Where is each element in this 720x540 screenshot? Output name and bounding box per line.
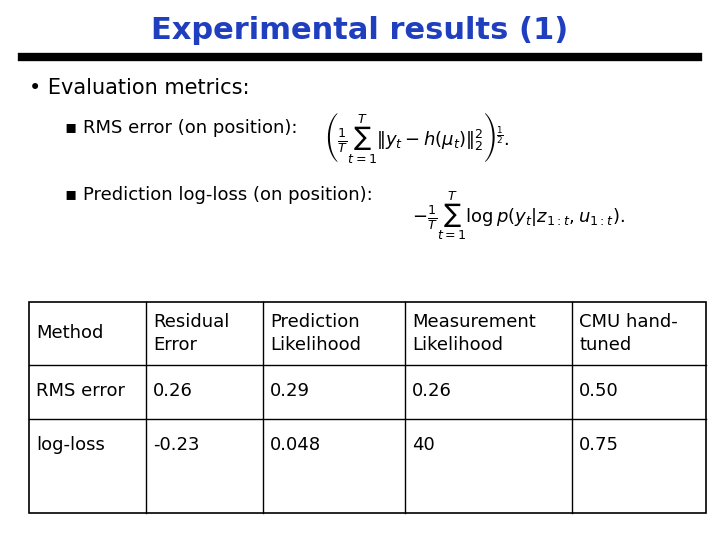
Text: Experimental results (1): Experimental results (1): [151, 16, 569, 45]
Text: 0.29: 0.29: [270, 382, 310, 401]
Text: log-loss: log-loss: [36, 436, 105, 455]
Text: Measurement
Likelihood: Measurement Likelihood: [412, 313, 536, 354]
Text: Prediction
Likelihood: Prediction Likelihood: [270, 313, 361, 354]
Text: RMS error: RMS error: [36, 382, 125, 401]
Text: ▪ RMS error (on position):: ▪ RMS error (on position):: [65, 119, 297, 137]
Text: CMU hand-
tuned: CMU hand- tuned: [579, 313, 678, 354]
Text: $\left(\frac{1}{T}\sum_{t=1}^{T}\|y_t - h(\mu_t)\|_2^2\right)^{\frac{1}{2}}.$: $\left(\frac{1}{T}\sum_{t=1}^{T}\|y_t - …: [325, 111, 510, 166]
Text: -0.23: -0.23: [153, 436, 199, 455]
Text: 0.26: 0.26: [153, 382, 193, 401]
FancyBboxPatch shape: [29, 302, 706, 513]
Text: 0.50: 0.50: [579, 382, 619, 401]
Text: 0.75: 0.75: [579, 436, 619, 455]
Text: ▪ Prediction log-loss (on position):: ▪ Prediction log-loss (on position):: [65, 186, 372, 204]
Text: 0.048: 0.048: [270, 436, 321, 455]
Text: $-\frac{1}{T}\sum_{t=1}^{T}\log p(y_t|z_{1:t}, u_{1:t}).$: $-\frac{1}{T}\sum_{t=1}^{T}\log p(y_t|z_…: [412, 189, 625, 242]
Text: 0.26: 0.26: [412, 382, 452, 401]
Text: Method: Method: [36, 325, 104, 342]
Text: 40: 40: [412, 436, 435, 455]
Text: • Evaluation metrics:: • Evaluation metrics:: [29, 78, 249, 98]
Text: Residual
Error: Residual Error: [153, 313, 230, 354]
